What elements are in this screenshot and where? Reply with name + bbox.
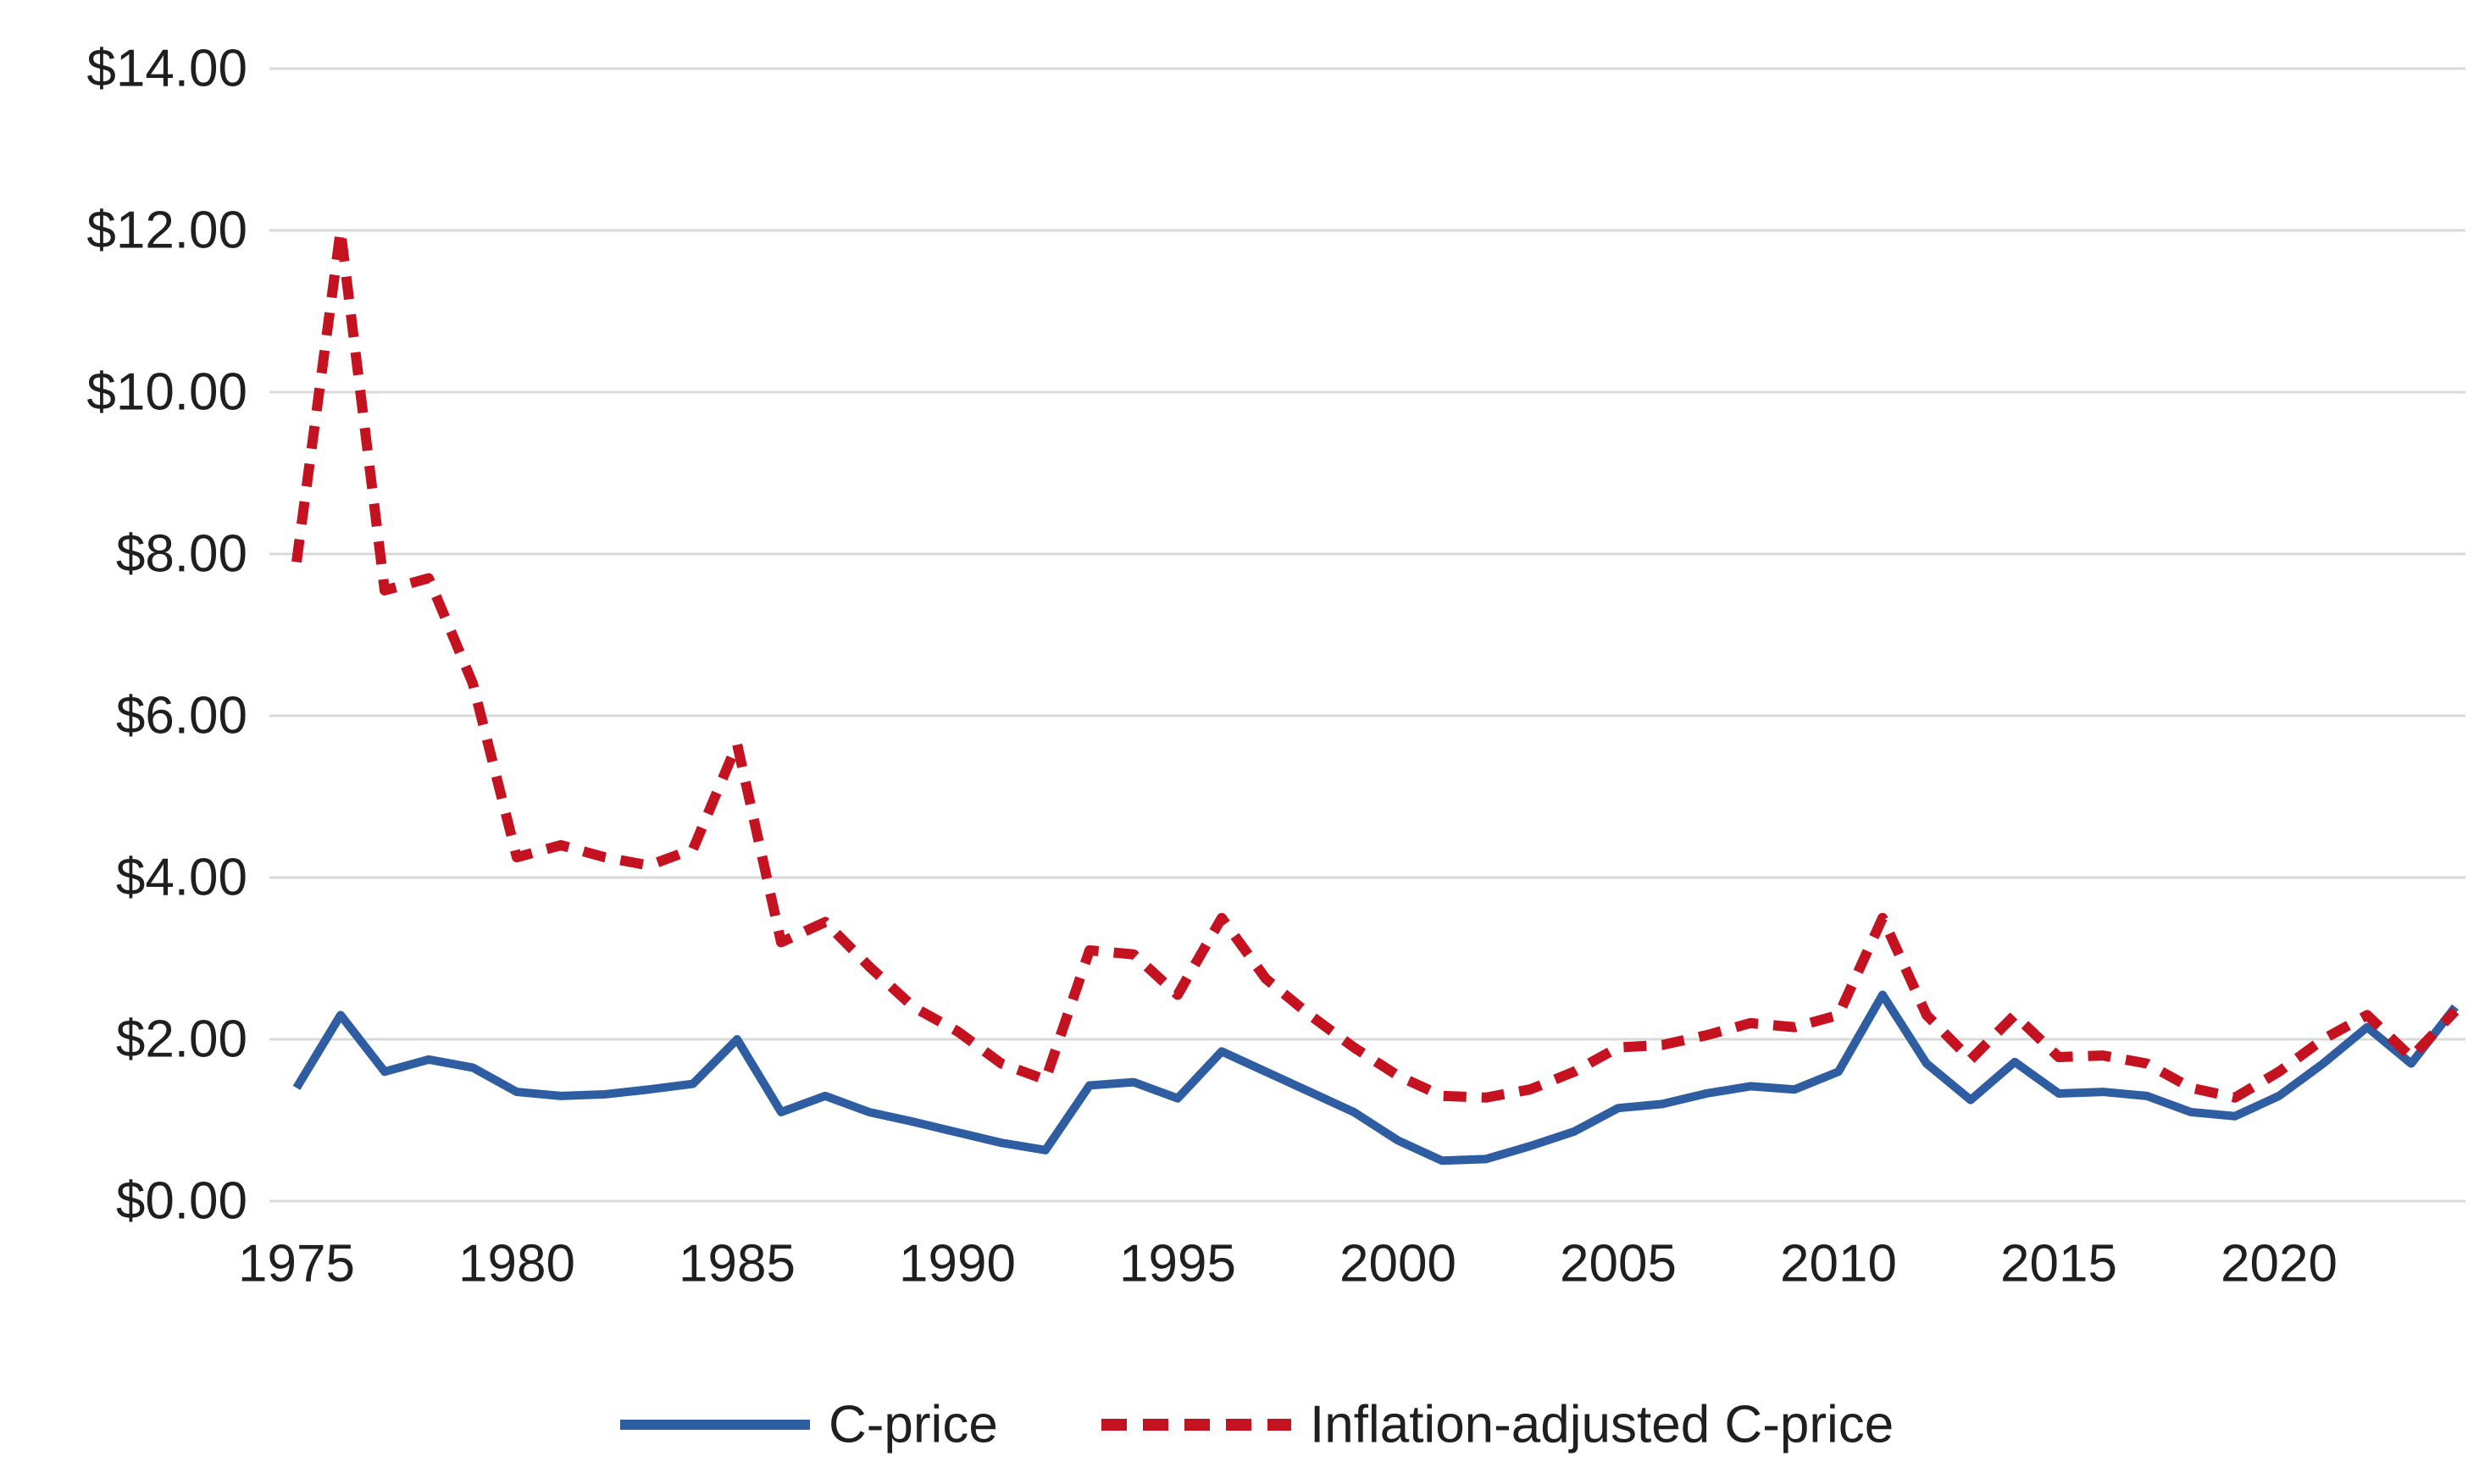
y-axis-label: $12.00 xyxy=(86,202,247,260)
y-axis-label: $4.00 xyxy=(116,849,247,907)
y-axis-label: $8.00 xyxy=(116,525,247,584)
y-axis-label: $0.00 xyxy=(116,1172,247,1231)
y-axis-label: $14.00 xyxy=(86,40,247,98)
gridlines-group xyxy=(269,67,2465,1203)
series-lines-group xyxy=(291,225,2459,1166)
x-axis-label: 1975 xyxy=(238,1235,355,1293)
inflation-adjusted-c-price-line xyxy=(291,225,2459,1103)
x-axis-label: 1980 xyxy=(458,1235,575,1293)
x-axis-label: 2015 xyxy=(2000,1235,2117,1293)
y-axis-label: $2.00 xyxy=(116,1011,247,1069)
y-axis-label: $6.00 xyxy=(116,687,247,745)
c-price-line xyxy=(292,990,2459,1166)
y-axis-labels-group: $0.00 $2.00 $4.00 $6.00 $8.00 $10.00 $12.00 $14… xyxy=(86,40,247,1231)
y-axis-label: $10.00 xyxy=(86,363,247,422)
x-axis-label: 2010 xyxy=(1780,1235,1897,1293)
legend: C-price Inflation-adjusted C-price xyxy=(620,1396,1894,1454)
x-axis-label: 2020 xyxy=(2221,1235,2337,1293)
x-axis-label: 1985 xyxy=(679,1235,796,1293)
x-axis-label: 2000 xyxy=(1339,1235,1456,1293)
legend-label-inflation-adjusted-c-price: Inflation-adjusted C-price xyxy=(1310,1396,1894,1454)
x-axis-label: 2005 xyxy=(1560,1235,1677,1293)
x-axis-label: 1990 xyxy=(899,1235,1016,1293)
x-axis-labels-group: 1975 1980 1985 1990 1995 2000 2005 2010 2015 2020 xyxy=(238,1235,2337,1293)
legend-label-c-price: C-price xyxy=(829,1396,998,1454)
x-axis-label: 1995 xyxy=(1119,1235,1236,1293)
